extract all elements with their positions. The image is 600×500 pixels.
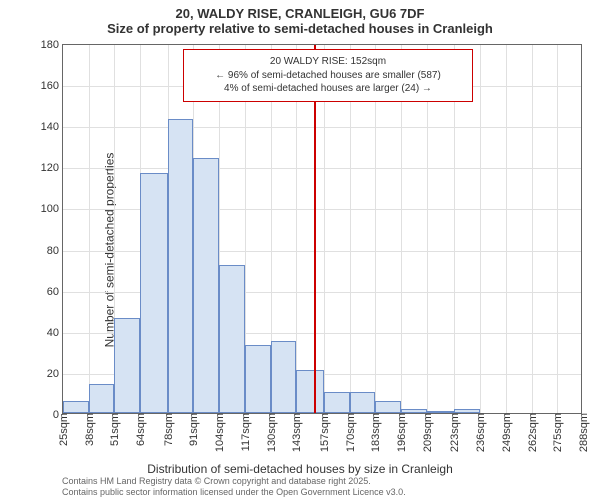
- y-tick-label: 140: [41, 121, 63, 133]
- gridline-v: [506, 45, 507, 413]
- y-tick-label: 120: [41, 162, 63, 174]
- histogram-bar: [427, 411, 455, 413]
- histogram-bar: [219, 265, 245, 413]
- histogram-bar: [168, 119, 194, 413]
- x-tick-label: 236sqm: [473, 413, 487, 452]
- x-tick-label: 51sqm: [107, 413, 121, 446]
- histogram-bar: [454, 409, 480, 413]
- x-tick-label: 183sqm: [368, 413, 382, 452]
- x-tick-label: 196sqm: [394, 413, 408, 452]
- x-tick-label: 25sqm: [56, 413, 70, 446]
- footer-attribution: Contains HM Land Registry data © Crown c…: [62, 476, 406, 499]
- x-tick-label: 223sqm: [447, 413, 461, 452]
- y-tick-label: 100: [41, 203, 63, 215]
- info-box-line2: ← 96% of semi-detached houses are smalle…: [192, 69, 464, 83]
- histogram-bar: [401, 409, 427, 413]
- chart-plot-area: 02040608010012014016018025sqm38sqm51sqm6…: [62, 44, 582, 414]
- gridline-v: [557, 45, 558, 413]
- x-tick-label: 64sqm: [133, 413, 147, 446]
- x-tick-label: 104sqm: [212, 413, 226, 452]
- x-tick-label: 130sqm: [264, 413, 278, 452]
- histogram-bar: [296, 370, 324, 413]
- x-tick-label: 209sqm: [420, 413, 434, 452]
- x-tick-label: 262sqm: [525, 413, 539, 452]
- x-tick-label: 38sqm: [82, 413, 96, 446]
- histogram-bar: [271, 341, 297, 413]
- x-tick-label: 288sqm: [576, 413, 590, 452]
- chart-title-line2: Size of property relative to semi-detach…: [0, 21, 600, 36]
- chart-title-line1: 20, WALDY RISE, CRANLEIGH, GU6 7DF: [0, 6, 600, 21]
- y-tick-label: 60: [47, 286, 63, 298]
- footer-line1: Contains HM Land Registry data © Crown c…: [62, 476, 406, 487]
- x-tick-label: 170sqm: [343, 413, 357, 452]
- gridline-v: [532, 45, 533, 413]
- y-tick-label: 160: [41, 80, 63, 92]
- histogram-bar: [193, 158, 219, 413]
- x-axis-label: Distribution of semi-detached houses by …: [0, 462, 600, 476]
- x-tick-label: 157sqm: [317, 413, 331, 452]
- info-box-line1: 20 WALDY RISE: 152sqm: [192, 55, 464, 69]
- histogram-bar: [63, 401, 89, 413]
- y-tick-label: 80: [47, 245, 63, 257]
- x-tick-label: 117sqm: [238, 413, 252, 451]
- histogram-bar: [89, 384, 115, 413]
- y-tick-label: 180: [41, 39, 63, 51]
- x-tick-label: 78sqm: [161, 413, 175, 446]
- y-tick-label: 20: [47, 368, 63, 380]
- histogram-bar: [375, 401, 401, 413]
- info-box-line3: 4% of semi-detached houses are larger (2…: [192, 82, 464, 96]
- x-tick-label: 143sqm: [289, 413, 303, 452]
- gridline-v: [89, 45, 90, 413]
- histogram-bar: [350, 392, 376, 413]
- histogram-bar: [324, 392, 350, 413]
- y-tick-label: 40: [47, 327, 63, 339]
- histogram-bar: [245, 345, 271, 413]
- histogram-bar: [114, 318, 140, 413]
- x-tick-label: 249sqm: [499, 413, 513, 452]
- footer-line2: Contains public sector information licen…: [62, 487, 406, 498]
- reference-info-box: 20 WALDY RISE: 152sqm ← 96% of semi-deta…: [183, 49, 473, 102]
- x-tick-label: 275sqm: [550, 413, 564, 452]
- x-tick-label: 91sqm: [186, 413, 200, 446]
- gridline-v: [480, 45, 481, 413]
- histogram-bar: [140, 173, 168, 414]
